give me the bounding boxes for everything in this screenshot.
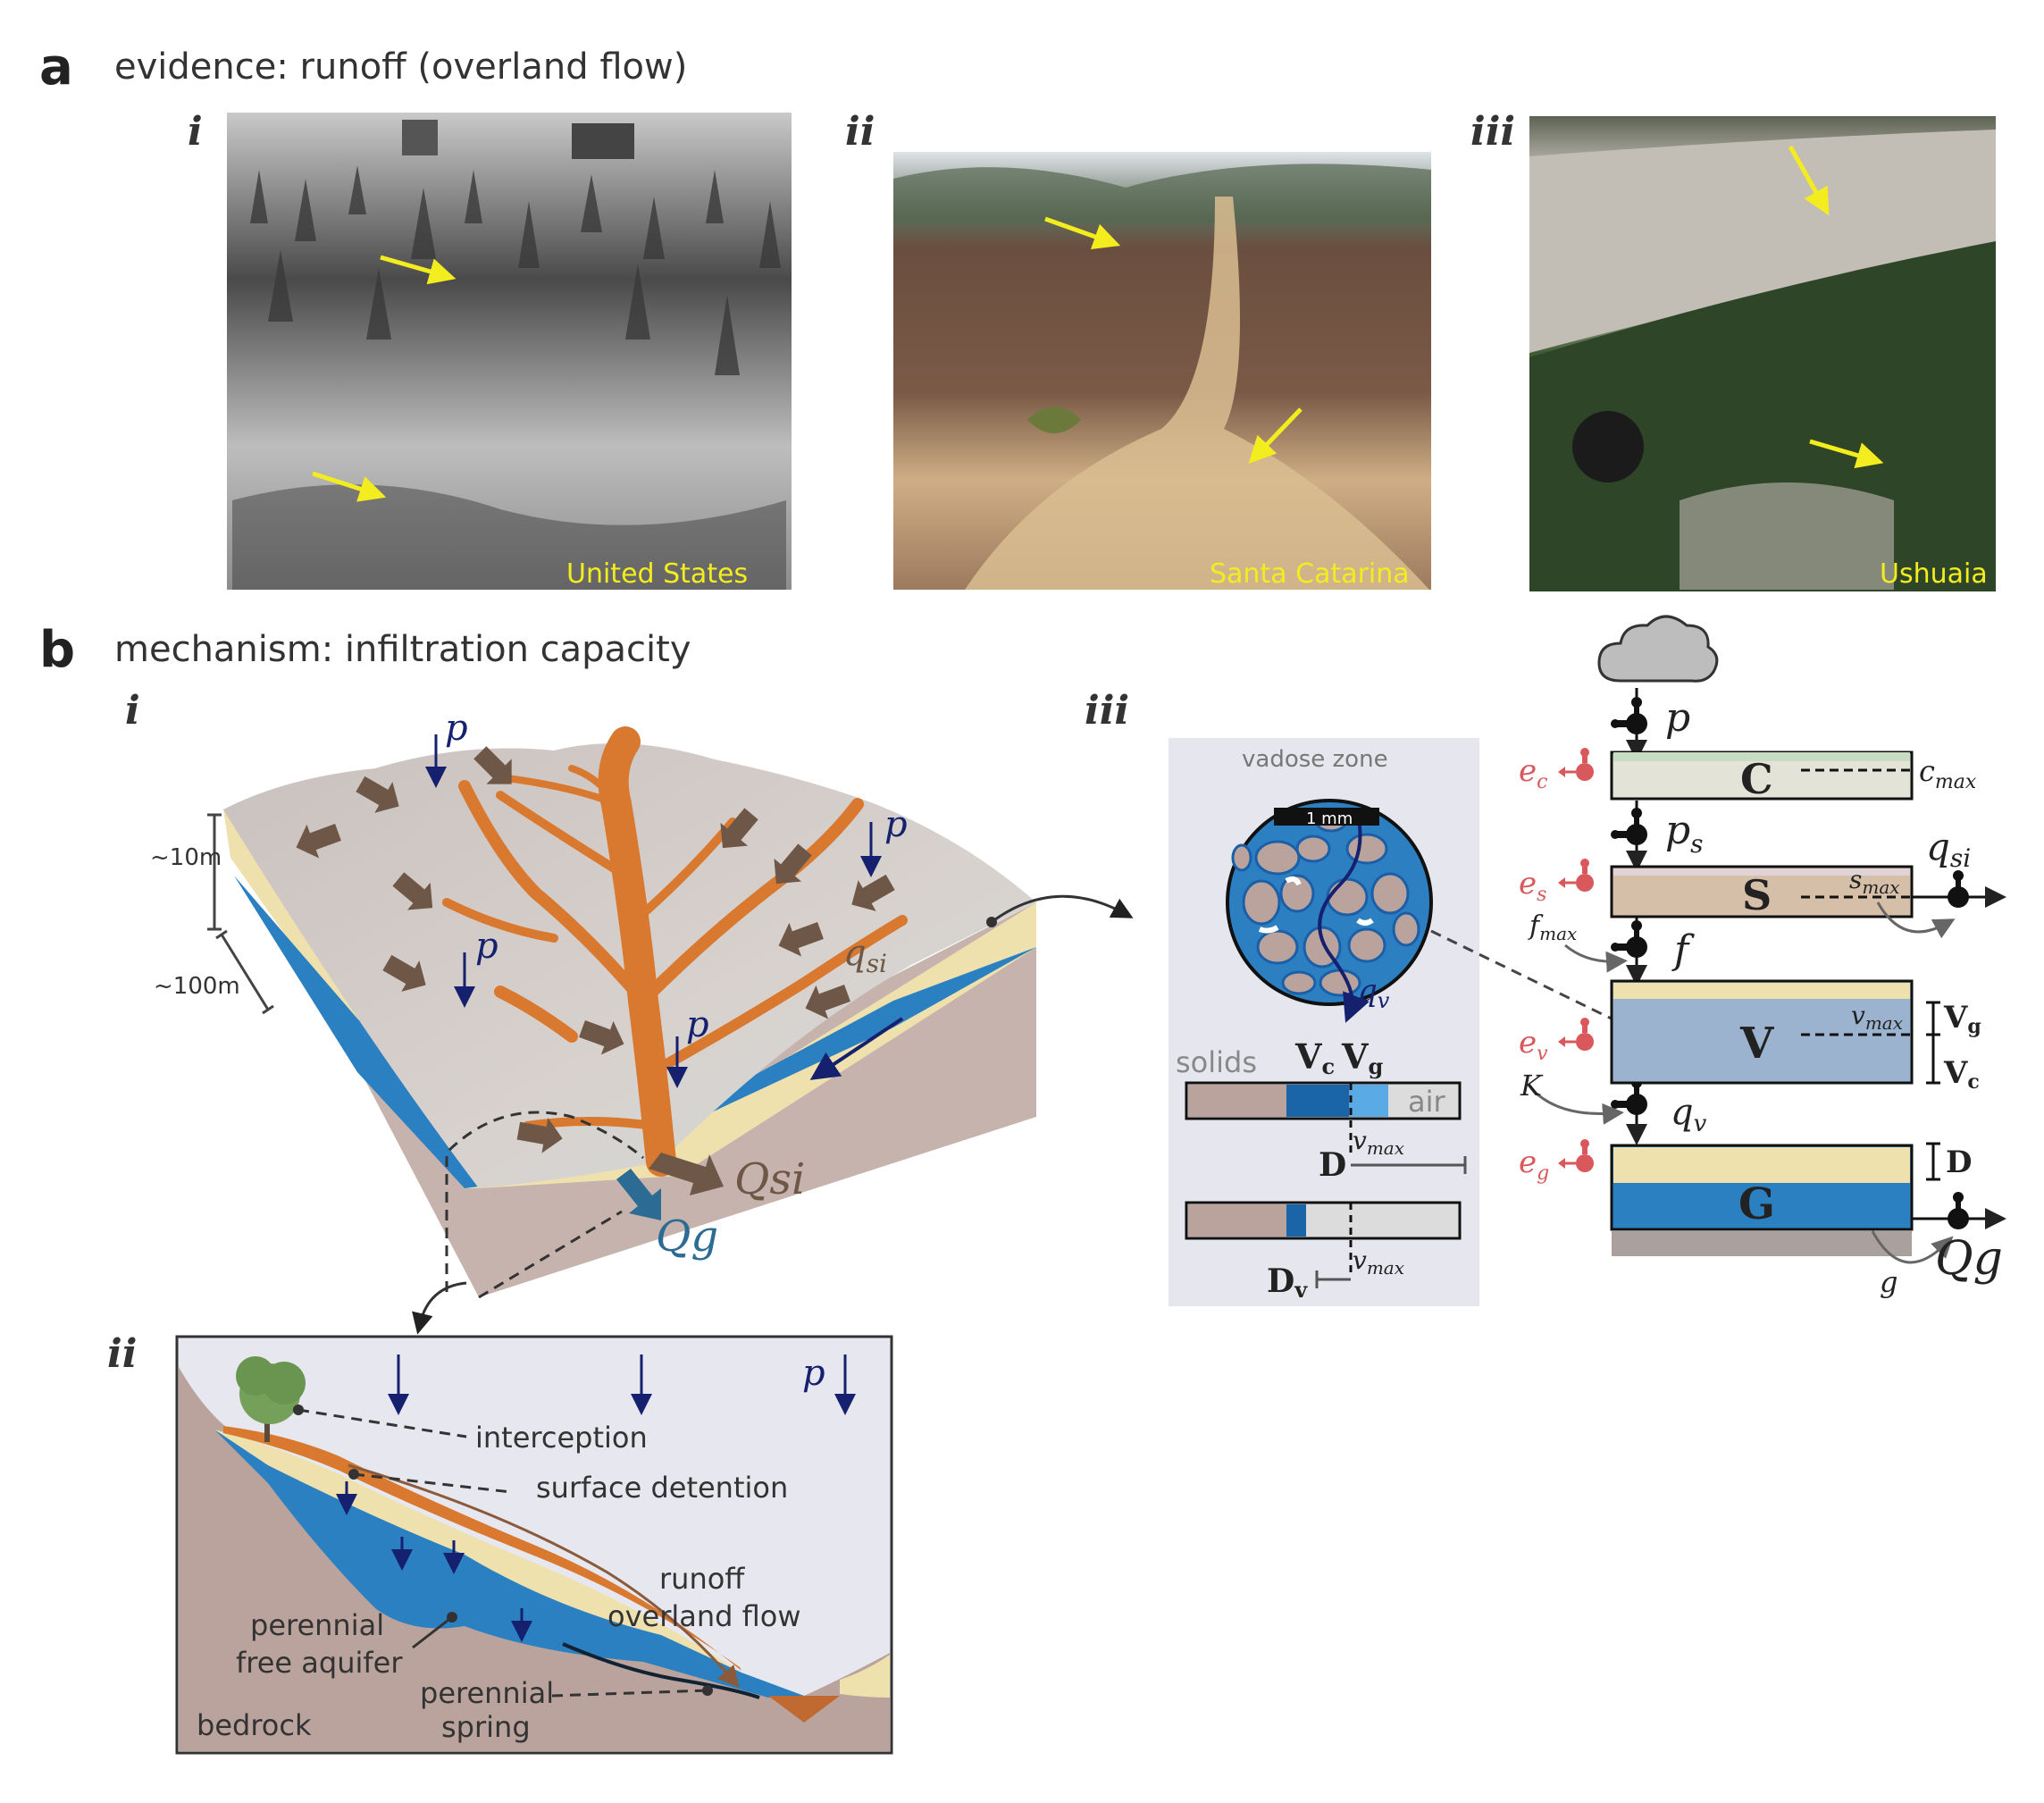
p-label: p (802, 1353, 825, 1394)
Qsi-label: Qsi (734, 1154, 805, 1204)
smax-label: smax (1849, 865, 1900, 898)
model-Vc-label: Vc (1943, 1055, 1980, 1094)
panel-b-title: mechanism: infiltration capacity (114, 629, 691, 670)
Qg-label: Qg (656, 1212, 718, 1262)
scale-100m: ~100m (154, 973, 240, 1000)
bedrock-label: bedrock (197, 1708, 312, 1742)
panel-b-letter: b (39, 621, 75, 679)
aquifer-label-2: free aquifer (236, 1646, 403, 1680)
model-p-label: p (1665, 695, 1690, 741)
spring-label-2: spring (441, 1710, 531, 1744)
Vc-label: Vc (1294, 1036, 1335, 1079)
reservoir-model (1536, 615, 2006, 1264)
qv-label: qv (1358, 973, 1390, 1013)
catchment-block-diagram (223, 726, 1036, 1297)
p-label: p (445, 708, 468, 749)
model-vmax-label: vmax (1851, 1001, 1903, 1034)
reservoir-S-label: S (1742, 871, 1772, 919)
photo-iii-caption: Ushuaia (1880, 558, 1988, 590)
g-label: g (1880, 1265, 1897, 1299)
sub-iii-numeral: iii (1085, 688, 1129, 734)
qsi-label: qsi (843, 933, 887, 978)
panel-a-title: evidence: runoff (overland flow) (114, 46, 687, 88)
overland-flow-label: overland flow (607, 1599, 801, 1633)
f-label: f (1671, 927, 1695, 973)
ev-label: ev (1519, 1025, 1548, 1065)
D-label: D (1319, 1146, 1346, 1184)
cmax-label: cmax (1919, 754, 1977, 793)
model-qv-label: qv (1671, 1092, 1707, 1137)
interception-label: interception (475, 1421, 648, 1455)
spring-label-1: perennial (420, 1676, 554, 1710)
reservoir-C-label: C (1740, 755, 1773, 803)
scale-10m: ~10m (150, 844, 222, 871)
photo-ii-caption: Santa Catarina (1210, 558, 1410, 590)
model-Vg-label: Vg (1943, 1000, 1981, 1038)
vadose-zone-label: vadose zone (1242, 746, 1388, 773)
fmax-label: fmax (1528, 910, 1577, 944)
photo-i-numeral: i (188, 109, 203, 155)
p-label: p (884, 804, 908, 845)
photo-santa-catarina: Santa Catarina (893, 152, 1431, 590)
ec-label: ec (1519, 753, 1547, 793)
surface-detention-label: surface detention (536, 1471, 788, 1505)
photo-i-caption: United States (566, 558, 748, 590)
aquifer-label-1: perennial (250, 1608, 384, 1642)
model-D-label: D (1946, 1145, 1972, 1180)
p-label: p (686, 1004, 709, 1045)
photo-iii-numeral: iii (1470, 109, 1515, 155)
cloud-icon (1597, 615, 1719, 683)
Vg-label: Vg (1341, 1036, 1383, 1079)
solids-label: solids (1176, 1045, 1257, 1079)
eg-label: eg (1519, 1145, 1549, 1185)
panel-a-letter: a (39, 38, 73, 96)
K-label: K (1520, 1069, 1544, 1103)
Dv-label: Dv (1267, 1262, 1308, 1303)
model-Qg-label: Qg (1935, 1232, 2003, 1286)
photo-ii-numeral: ii (845, 109, 875, 155)
hillslope-cross-section (175, 1335, 893, 1755)
runoff-label: runoff (659, 1562, 745, 1596)
scale-bar-label: 1 mm (1306, 809, 1353, 828)
reservoir-V-label: V (1739, 1019, 1774, 1069)
vadose-zone-panel (1169, 738, 1479, 1306)
vmax-label: vmax (1353, 1245, 1404, 1279)
photo-united-states: United States (227, 113, 792, 590)
p-label: p (475, 926, 498, 967)
model-qsi-label: qsi (1926, 825, 1971, 873)
es-label: es (1519, 866, 1546, 906)
scale-bars (207, 813, 274, 1015)
reservoir-G-label: G (1738, 1179, 1775, 1229)
vmax-label: vmax (1353, 1126, 1404, 1159)
photo-ushuaia: Ushuaia (1529, 116, 1996, 591)
ps-label: ps (1665, 808, 1704, 859)
air-label: air (1408, 1085, 1446, 1119)
sub-i-numeral: i (125, 688, 140, 734)
sub-ii-numeral: ii (107, 1331, 137, 1377)
